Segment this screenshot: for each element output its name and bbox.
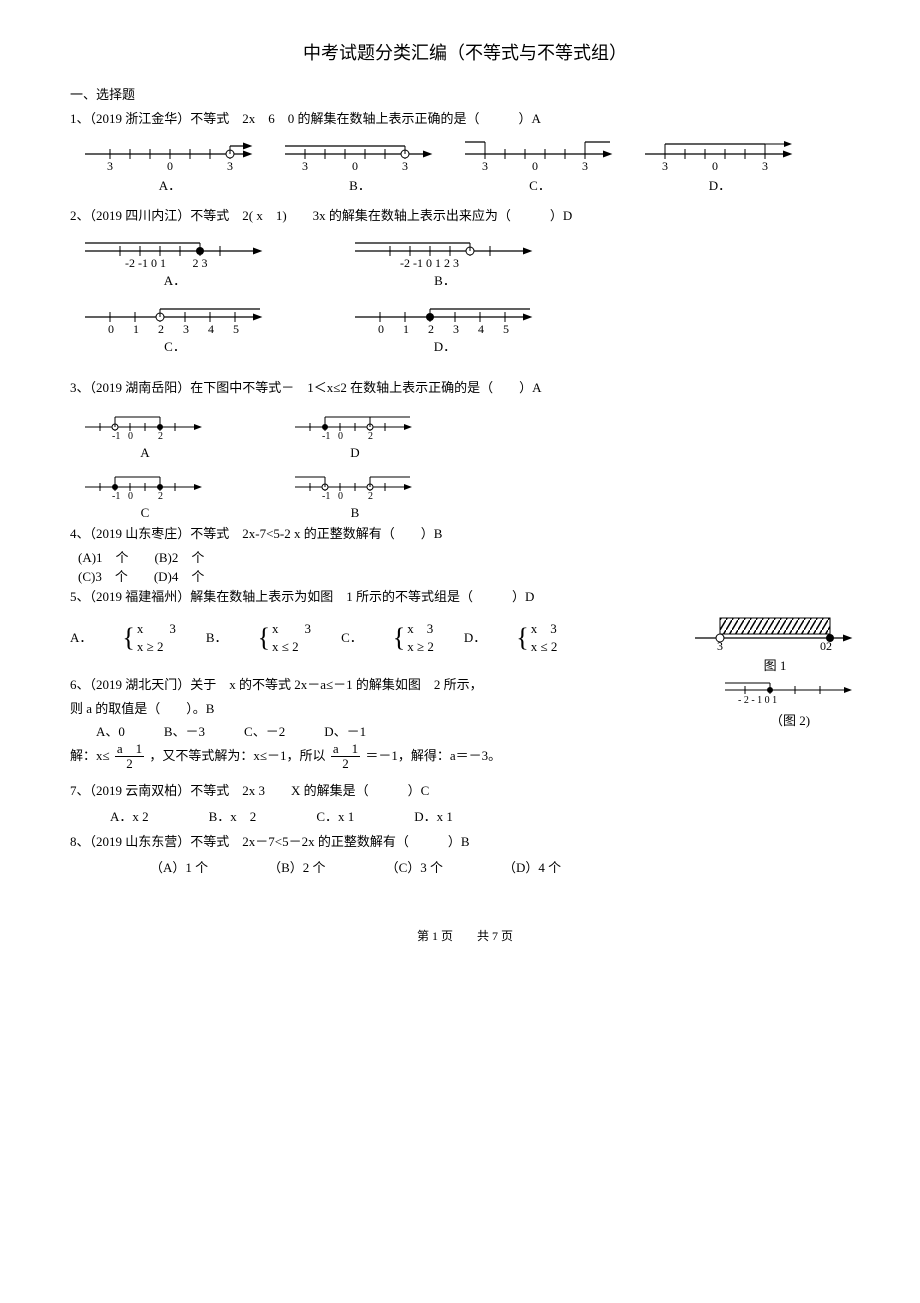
svg-text:0: 0 xyxy=(712,159,718,173)
svg-text:-1: -1 xyxy=(112,431,120,442)
q1-figures: 3 0 3 3 0 3 xyxy=(80,134,860,174)
svg-text:-2 -1 0 1: -2 -1 0 1 xyxy=(125,256,166,270)
svg-text:2: 2 xyxy=(368,431,373,442)
svg-text:-1: -1 xyxy=(322,491,330,502)
svg-text:-2 -1 0 1 2 3: -2 -1 0 1 2 3 xyxy=(400,256,459,270)
q2-row1: -2 -1 0 1 2 3 A． -2 -1 0 1 2 3 B． xyxy=(80,231,860,291)
q1-label-b: B． xyxy=(280,176,440,196)
q4-opt-a: (A)1 个 (B)2 个 xyxy=(78,548,860,568)
svg-text:0: 0 xyxy=(128,431,133,442)
svg-text:3: 3 xyxy=(402,159,408,173)
question-8: 8、（2019 山东东营）不等式 2x－7<5－2x 的正整数解有（ ）B xyxy=(70,832,860,852)
svg-text:1: 1 xyxy=(133,322,139,336)
question-7: 7、（2019 云南双柏）不等式 2x 3 X 的解集是（ ）C xyxy=(70,781,860,801)
svg-text:3: 3 xyxy=(482,159,488,173)
q7-options: A．x 2 B．x 2 C．x 1 D．x 1 xyxy=(110,807,860,827)
svg-text:3: 3 xyxy=(107,159,113,173)
svg-text:0: 0 xyxy=(378,322,384,336)
svg-text:0: 0 xyxy=(338,491,343,502)
question-2: 2、（2019 四川内江）不等式 2( x 1) 3x 的解集在数轴上表示出来应… xyxy=(70,206,860,226)
q3-row1: -1 0 2 A -1 0 2 D xyxy=(80,409,860,463)
q3-label-d: D xyxy=(290,443,420,463)
question-3: 3、（2019 湖南岳阳）在下图中不等式－ 1＜x≤2 在数轴上表示正确的是（ … xyxy=(70,378,860,398)
q1-labels: A． B． C． D． xyxy=(80,176,860,196)
q2-row2: 0 1 2 3 4 5 C． 0 1 2 3 4 5 D． xyxy=(80,297,860,357)
svg-text:0: 0 xyxy=(108,322,114,336)
q2-label-c: C． xyxy=(80,337,270,357)
q5-options: A． {x 3x ≥ 2 B． {x 3x ≤ 2 C． {x 3x ≥ 2 D… xyxy=(70,620,680,656)
q5-b: B． xyxy=(206,628,228,648)
page-title: 中考试题分类汇编（不等式与不等式组） xyxy=(70,40,860,67)
q1-label-c: C． xyxy=(460,176,620,196)
q8-options: （A）1 个 （B）2 个 （C）3 个 （D）4 个 xyxy=(150,858,860,878)
q6-solution: 解：x≤ a 12 ，又不等式解为：x≤－1，所以 a 12 ＝－1，解得：a＝… xyxy=(70,742,860,772)
svg-text:0: 0 xyxy=(167,159,173,173)
svg-text:0: 0 xyxy=(352,159,358,173)
q4-opt-b: (C)3 个 (D)4 个 xyxy=(78,567,860,587)
svg-text:-1: -1 xyxy=(112,491,120,502)
svg-text:1: 1 xyxy=(403,322,409,336)
svg-text:2: 2 xyxy=(158,491,163,502)
q2-label-a: A． xyxy=(80,271,270,291)
svg-text:0: 0 xyxy=(128,491,133,502)
q3-label-a: A xyxy=(80,443,210,463)
q6-figure: - 2 - 1 0 1 （图 2) xyxy=(720,675,860,730)
svg-text:3: 3 xyxy=(453,322,459,336)
q6-fig-label: （图 2) xyxy=(720,711,860,731)
q1-label-a: A． xyxy=(80,176,260,196)
svg-text:2 3: 2 3 xyxy=(193,256,208,270)
q5-fig-label: 图 1 xyxy=(690,656,860,676)
svg-text:2: 2 xyxy=(368,491,373,502)
q2-label-b: B． xyxy=(350,271,540,291)
svg-text:4: 4 xyxy=(208,322,214,336)
svg-text:3: 3 xyxy=(762,159,768,173)
q1-label-d: D． xyxy=(640,176,800,196)
svg-text:3: 3 xyxy=(302,159,308,173)
svg-text:- 2 - 1 0 1: - 2 - 1 0 1 xyxy=(738,695,777,705)
q2-label-d: D． xyxy=(350,337,540,357)
svg-text:3: 3 xyxy=(227,159,233,173)
svg-text:3: 3 xyxy=(582,159,588,173)
q3-label-c: C xyxy=(80,503,210,523)
svg-text:-1: -1 xyxy=(322,431,330,442)
q5-d: D． xyxy=(464,628,486,648)
svg-text:2: 2 xyxy=(158,431,163,442)
q5-figure: 3 02 图 1 xyxy=(690,610,860,675)
question-5: 5、（2019 福建福州）解集在数轴上表示为如图 1 所示的不等式组是（ ）D xyxy=(70,587,860,607)
svg-text:5: 5 xyxy=(233,322,239,336)
svg-text:3: 3 xyxy=(717,639,723,650)
page-footer: 第 1 页 共 7 页 xyxy=(70,927,860,945)
svg-text:0: 0 xyxy=(532,159,538,173)
svg-text:02: 02 xyxy=(820,639,832,650)
svg-text:2: 2 xyxy=(428,322,434,336)
svg-text:5: 5 xyxy=(503,322,509,336)
q3-row2: -1 0 2 C -1 0 2 B xyxy=(80,469,860,523)
svg-text:4: 4 xyxy=(478,322,484,336)
svg-text:0: 0 xyxy=(338,431,343,442)
q5-c: C． xyxy=(341,628,363,648)
svg-text:3: 3 xyxy=(183,322,189,336)
question-1: 1、（2019 浙江金华）不等式 2x 6 0 的解集在数轴上表示正确的是（ ）… xyxy=(70,109,860,129)
question-4: 4、（2019 山东枣庄）不等式 2x-7<5-2 x 的正整数解有（ ）B xyxy=(70,524,860,544)
q5-a: A． xyxy=(70,628,92,648)
svg-text:3: 3 xyxy=(662,159,668,173)
section-heading: 一、选择题 xyxy=(70,85,860,105)
svg-text:2: 2 xyxy=(158,322,164,336)
q3-label-b: B xyxy=(290,503,420,523)
